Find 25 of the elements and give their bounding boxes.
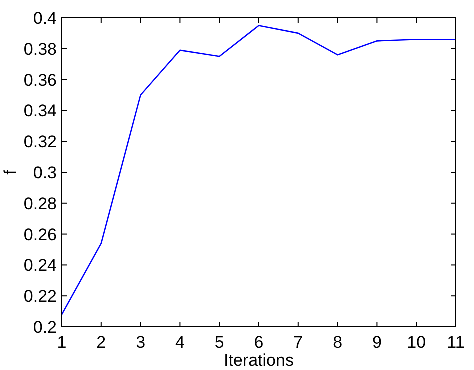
x-tick-label: 7 [294,333,304,352]
y-tick-label: 0.28 [24,194,57,214]
y-tick-label: 0.38 [24,40,57,59]
y-tick-label: 0.4 [33,9,57,28]
x-tick-label: 9 [372,333,382,352]
x-tick-label: 8 [333,333,343,352]
x-tick-label: 6 [254,333,264,352]
x-tick-label: 2 [96,333,106,352]
x-tick-label: 1 [57,333,67,352]
x-tick-label: 11 [447,333,465,352]
x-tick-label: 5 [214,333,224,352]
x-axis-title: Iterations [224,351,294,370]
x-tick-label: 3 [136,333,146,352]
x-tick-label: 10 [407,333,426,352]
line-series [61,25,457,316]
y-tick-label: 0.36 [24,70,57,90]
y-tick-label: 0.22 [24,287,57,306]
y-axis-title: f [1,170,20,175]
y-tick-label: 0.2 [33,318,57,337]
y-tick-label: 0.24 [24,256,57,276]
y-tick-label: 0.3 [33,164,57,182]
y-tick-label: 0.32 [24,132,57,152]
x-tick-label: 4 [175,333,185,352]
y-tick-label: 0.34 [24,102,57,121]
y-tick-label: 0.26 [24,225,57,244]
